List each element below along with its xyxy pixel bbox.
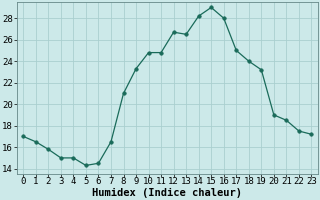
X-axis label: Humidex (Indice chaleur): Humidex (Indice chaleur) bbox=[92, 188, 242, 198]
